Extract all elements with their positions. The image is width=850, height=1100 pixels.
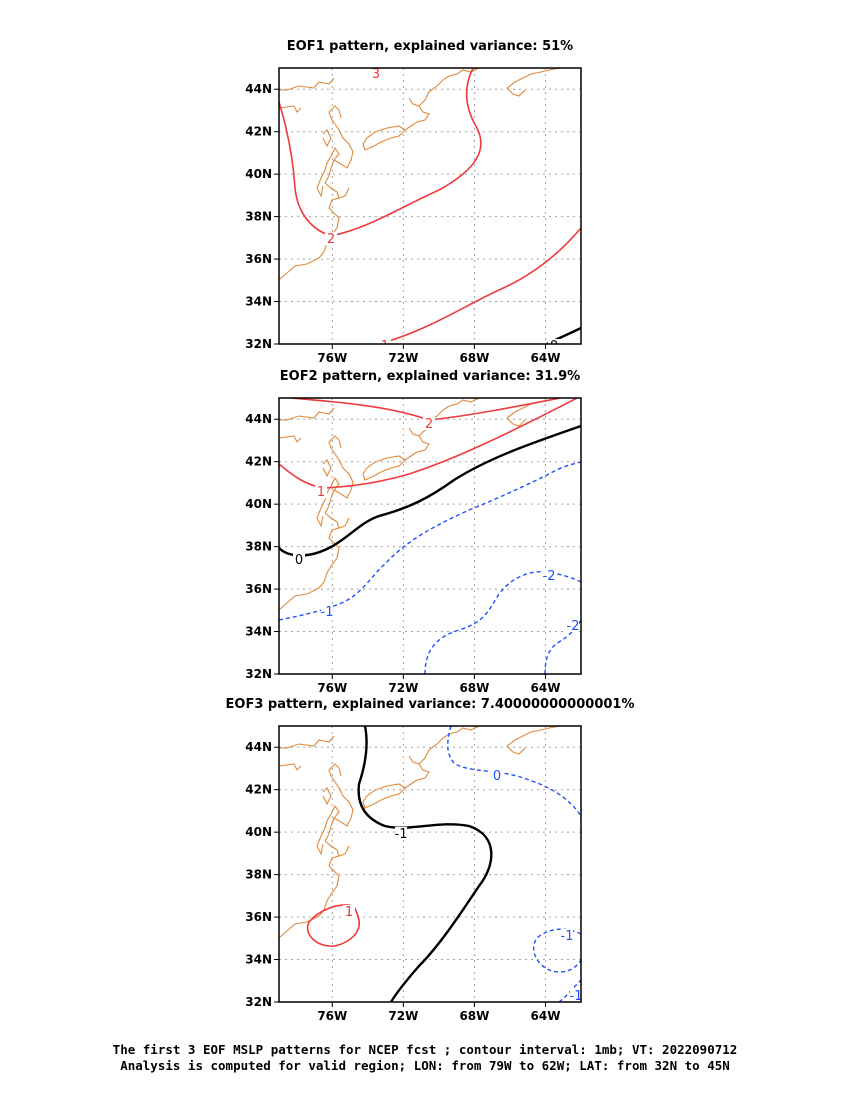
map-frame (278, 397, 582, 675)
contour-label-bg (423, 417, 435, 430)
lat-label: 36N (245, 582, 272, 596)
contour-label: -1 (561, 929, 574, 944)
eof-panel-2: EOF2 pattern, explained variance: 31.9% 2… (245, 369, 582, 695)
lon-label: 64W (531, 1009, 561, 1023)
lat-label: 36N (245, 910, 272, 924)
map-frame (278, 725, 582, 1003)
lat-label: 32N (245, 337, 272, 351)
contour-line (424, 571, 581, 674)
lat-label: 32N (245, 995, 272, 1009)
contour-label: -2 (567, 619, 580, 634)
lat-label: 38N (245, 210, 272, 224)
lon-label: 72W (388, 1009, 418, 1023)
contour-label-bg (561, 929, 573, 942)
contour-label-bg (379, 339, 391, 344)
lat-label: 40N (245, 497, 272, 511)
panel-title: EOF1 pattern, explained variance: 51% (287, 39, 573, 54)
contour-label: 1 (317, 485, 325, 500)
contour-label: 0 (493, 769, 501, 784)
contour-label: -2 (543, 569, 556, 584)
panel-title: EOF3 pattern, explained variance: 7.4000… (226, 697, 635, 712)
contour-line (378, 227, 581, 344)
lat-label: 42N (245, 125, 272, 139)
lat-label: 38N (245, 540, 272, 554)
contour-label-bg (567, 619, 579, 632)
lon-label: 76W (317, 1009, 347, 1023)
contour-line (532, 928, 581, 973)
contour-label: 2 (425, 417, 433, 432)
contour-line (357, 726, 493, 1002)
lat-label: 42N (245, 783, 272, 797)
lon-label: 76W (317, 351, 347, 365)
lon-label: 68W (459, 351, 489, 365)
lon-label: 76W (317, 681, 347, 695)
eof-panel-3: EOF3 pattern, explained variance: 7.4000… (226, 697, 635, 1023)
contour-label-bg (343, 905, 355, 918)
lat-label: 40N (245, 167, 272, 181)
contour-label-bg (543, 569, 555, 582)
contour-label-bg (293, 553, 305, 566)
caption-line-2: Analysis is computed for valid region; L… (120, 1058, 730, 1073)
contour-line (447, 726, 581, 817)
lat-label: 36N (245, 252, 272, 266)
contour-line (279, 424, 581, 557)
lat-label: 34N (245, 953, 272, 967)
lat-label: 34N (245, 295, 272, 309)
lat-label: 34N (245, 625, 272, 639)
lat-label: 40N (245, 825, 272, 839)
lat-label: 38N (245, 868, 272, 882)
caption-line-1: The first 3 EOF MSLP patterns for NCEP f… (112, 1042, 738, 1057)
contour-label-bg (325, 232, 337, 245)
contour-label: 2 (327, 232, 335, 247)
panel-title: EOF2 pattern, explained variance: 31.9% (280, 369, 580, 384)
contour-line (279, 398, 579, 489)
lon-label: 64W (531, 681, 561, 695)
lon-label: 72W (388, 351, 418, 365)
eof-figure: EOF1 pattern, explained variance: 51% 3 2 1… (226, 39, 635, 1023)
contour-label: 3 (372, 67, 380, 82)
lon-label: 68W (459, 681, 489, 695)
eof-panel-1: EOF1 pattern, explained variance: 51% 3 2 1… (245, 39, 582, 365)
contour-label: 1 (345, 905, 353, 920)
contour-label-bg (321, 605, 333, 618)
contour-line (306, 904, 360, 947)
contour-label: -1 (321, 605, 334, 620)
contour-label: 0 (550, 339, 558, 354)
lat-label: 42N (245, 455, 272, 469)
contour-label-bg (491, 769, 503, 782)
lat-label: 44N (245, 740, 272, 754)
contour-label-bg (370, 68, 382, 80)
contour-label: -1 (570, 989, 583, 1004)
contour-label: 0 (295, 553, 303, 568)
contour-label: -1 (395, 827, 408, 842)
lat-label: 44N (245, 412, 272, 426)
lon-label: 72W (388, 681, 418, 695)
contour-label-bg (395, 827, 407, 840)
contour-label-bg (548, 339, 560, 344)
contour-label: 1 (381, 339, 389, 354)
contour-label-bg (570, 989, 581, 1002)
map-frame (278, 67, 582, 345)
lon-label: 64W (531, 351, 561, 365)
lat-label: 44N (245, 82, 272, 96)
contour-line (279, 68, 482, 237)
contour-label-bg (315, 485, 327, 498)
lon-label: 68W (459, 1009, 489, 1023)
lat-label: 32N (245, 667, 272, 681)
